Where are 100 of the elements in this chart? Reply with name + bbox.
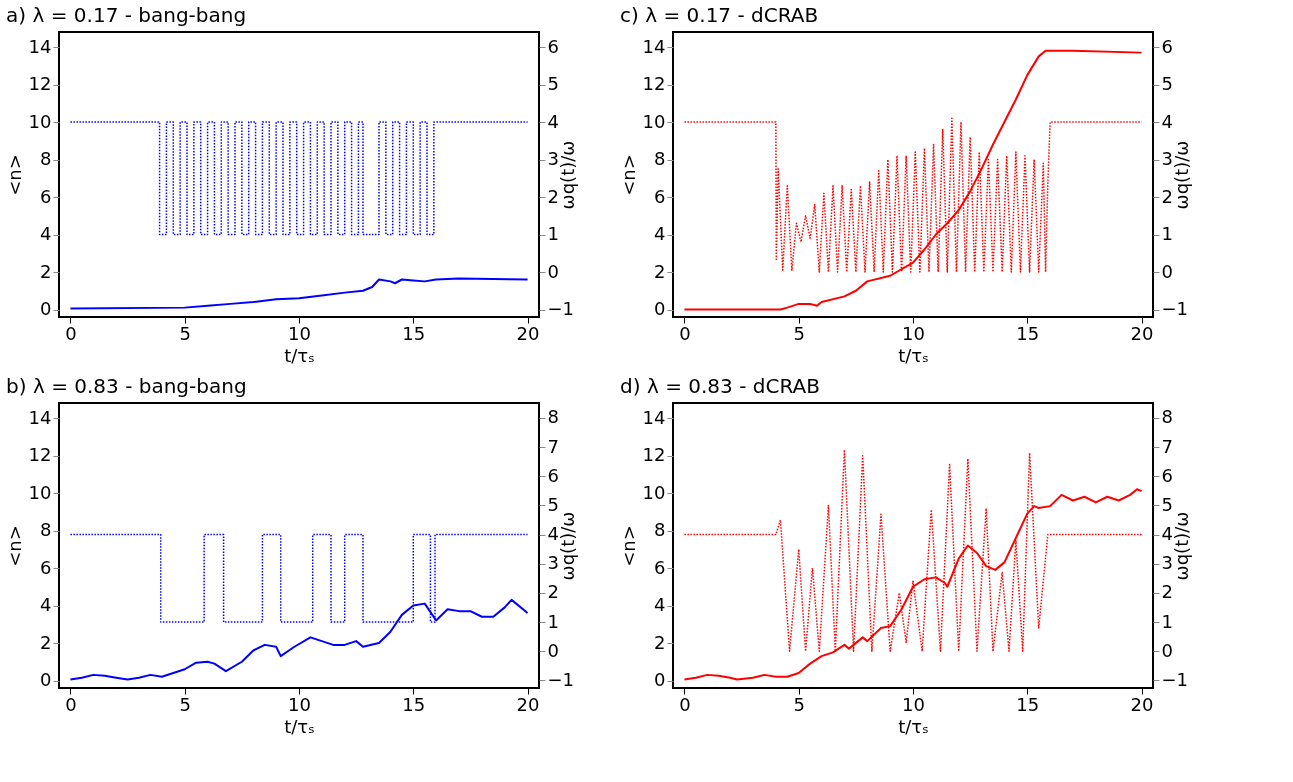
y2-tick-label: 5 — [1161, 493, 1173, 515]
x-tick-label: 10 — [902, 693, 925, 715]
y-tick-label: 0 — [40, 298, 52, 319]
y-tick-label: 0 — [40, 669, 52, 690]
y2-tick-label: −1 — [1161, 298, 1189, 319]
y-tick-label: 8 — [40, 519, 52, 540]
y2-tick-label: 0 — [1161, 260, 1173, 282]
y-tick-label: 12 — [642, 73, 666, 94]
y2-axis-title: ωq(t)/ω — [1171, 140, 1193, 210]
y2-tick-label: 5 — [547, 73, 559, 94]
y-tick-label: 14 — [28, 35, 52, 57]
x-tick-label: 15 — [402, 693, 426, 715]
y2-tick-label: 5 — [1161, 73, 1173, 94]
x-tick-label: 10 — [288, 322, 311, 344]
y-tick-label: 4 — [654, 594, 666, 615]
y-tick-label: 2 — [40, 631, 52, 653]
y2-tick-label: 3 — [547, 552, 559, 574]
y-tick-label: 4 — [654, 223, 666, 244]
line-series — [69, 277, 529, 310]
y2-tick-label: 7 — [1161, 435, 1173, 457]
chart-title: c) λ = 0.17 - dCRAB — [620, 3, 819, 27]
y-tick-label: 2 — [654, 631, 666, 653]
y2-tick-label: 4 — [547, 523, 559, 545]
y-tick-label: 12 — [642, 444, 666, 465]
y2-tick-label: 8 — [1161, 406, 1173, 428]
y2-tick-label: 1 — [1161, 223, 1173, 244]
y-tick-label: 6 — [40, 556, 52, 578]
y-tick-label: 10 — [28, 110, 52, 132]
y-tick-label: 14 — [28, 406, 52, 428]
chart-title: b) λ = 0.83 - bang-bang — [6, 374, 247, 398]
y-tick-label: 14 — [642, 406, 666, 428]
y-axis-title: <n> — [617, 525, 639, 567]
x-axis-title: t/τₛ — [284, 344, 315, 366]
x-axis-title: t/τₛ — [898, 715, 929, 737]
y2-tick-label: 1 — [547, 223, 559, 244]
y2-tick-label: 6 — [547, 464, 559, 486]
x-tick-label: 20 — [1130, 322, 1154, 344]
x-tick-label: 20 — [1130, 693, 1154, 715]
x-tick-label: 20 — [516, 322, 540, 344]
y2-tick-label: 3 — [1161, 552, 1173, 574]
x-tick-label: 5 — [793, 693, 805, 715]
y-tick-label: 4 — [40, 594, 52, 615]
y2-tick-label: 2 — [1161, 581, 1173, 603]
y2-tick-label: 0 — [547, 260, 559, 282]
y-tick-label: 0 — [654, 298, 666, 319]
y-tick-label: 12 — [28, 444, 52, 465]
x-tick-label: 0 — [679, 322, 691, 344]
y2-axis-title: ωq(t)/ω — [1171, 511, 1193, 581]
y-tick-label: 10 — [28, 481, 52, 503]
y2-tick-label: 0 — [547, 639, 559, 661]
y2-tick-label: 1 — [1161, 610, 1173, 632]
y2-tick-label: 4 — [1161, 523, 1173, 545]
y-tick-label: 8 — [654, 148, 666, 169]
y2-tick-label: 2 — [547, 185, 559, 207]
x-tick-label: 15 — [402, 322, 426, 344]
line-series — [683, 49, 1143, 311]
x-axis-title: t/τₛ — [284, 715, 315, 737]
y-tick-label: 6 — [654, 556, 666, 578]
y-tick-label: 2 — [654, 260, 666, 282]
y-tick-label: 8 — [40, 148, 52, 169]
y2-tick-label: 8 — [547, 406, 559, 428]
chart-title: d) λ = 0.83 - dCRAB — [620, 374, 820, 398]
y2-tick-label: 1 — [547, 610, 559, 632]
x-tick-label: 5 — [793, 322, 805, 344]
y-tick-label: 14 — [642, 35, 666, 57]
y-tick-label: 2 — [40, 260, 52, 282]
x-tick-label: 5 — [179, 693, 191, 715]
y2-tick-label: 7 — [547, 435, 559, 457]
x-tick-label: 20 — [516, 693, 540, 715]
y-tick-label: 0 — [654, 669, 666, 690]
y-tick-label: 10 — [642, 110, 666, 132]
y-tick-label: 12 — [28, 73, 52, 94]
x-axis-title: t/τₛ — [898, 344, 929, 366]
y2-axis-title: ωq(t)/ω — [557, 511, 579, 581]
y-tick-label: 6 — [654, 185, 666, 207]
y2-tick-label: 2 — [1161, 185, 1173, 207]
x-tick-label: 5 — [179, 322, 191, 344]
y2-axis-title: ωq(t)/ω — [557, 140, 579, 210]
y-axis-title: <n> — [3, 154, 25, 196]
y2-tick-label: −1 — [547, 668, 575, 690]
chart-title: a) λ = 0.17 - bang-bang — [6, 3, 247, 27]
y2-tick-label: 2 — [547, 581, 559, 603]
y-tick-label: 6 — [40, 185, 52, 207]
x-tick-label: 15 — [1016, 693, 1040, 715]
y-tick-label: 10 — [642, 481, 666, 503]
x-tick-label: 10 — [902, 322, 925, 344]
y2-tick-label: 5 — [547, 493, 559, 515]
y2-tick-label: 3 — [1161, 148, 1173, 169]
y2-tick-label: −1 — [1161, 668, 1189, 690]
y2-tick-label: 4 — [1161, 110, 1173, 132]
y2-tick-label: 3 — [547, 148, 559, 169]
y2-tick-label: 6 — [547, 35, 559, 57]
x-tick-label: 15 — [1016, 322, 1040, 344]
x-tick-label: 0 — [679, 693, 691, 715]
y2-tick-label: 4 — [547, 110, 559, 132]
y-axis-title: <n> — [617, 154, 639, 196]
x-tick-label: 0 — [65, 693, 77, 715]
x-tick-label: 0 — [65, 322, 77, 344]
y2-tick-label: 6 — [1161, 464, 1173, 486]
x-tick-label: 10 — [288, 693, 311, 715]
